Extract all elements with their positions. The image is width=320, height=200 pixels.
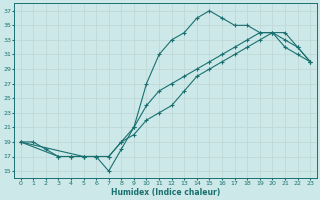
X-axis label: Humidex (Indice chaleur): Humidex (Indice chaleur) <box>111 188 220 197</box>
